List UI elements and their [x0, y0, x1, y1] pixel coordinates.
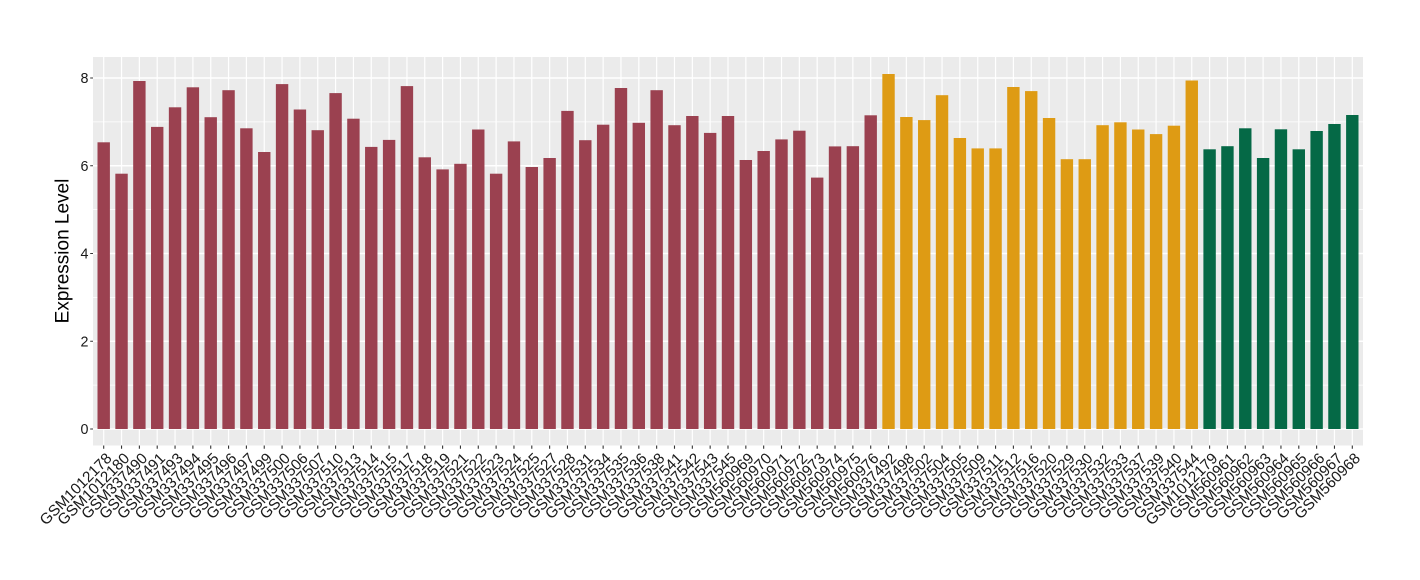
svg-text:Expression Level: Expression Level [53, 179, 74, 324]
svg-text:0: 0 [80, 422, 88, 438]
svg-text:4: 4 [80, 247, 88, 263]
svg-text:2: 2 [80, 334, 88, 350]
svg-text:8: 8 [80, 71, 88, 87]
svg-text:6: 6 [80, 159, 88, 175]
